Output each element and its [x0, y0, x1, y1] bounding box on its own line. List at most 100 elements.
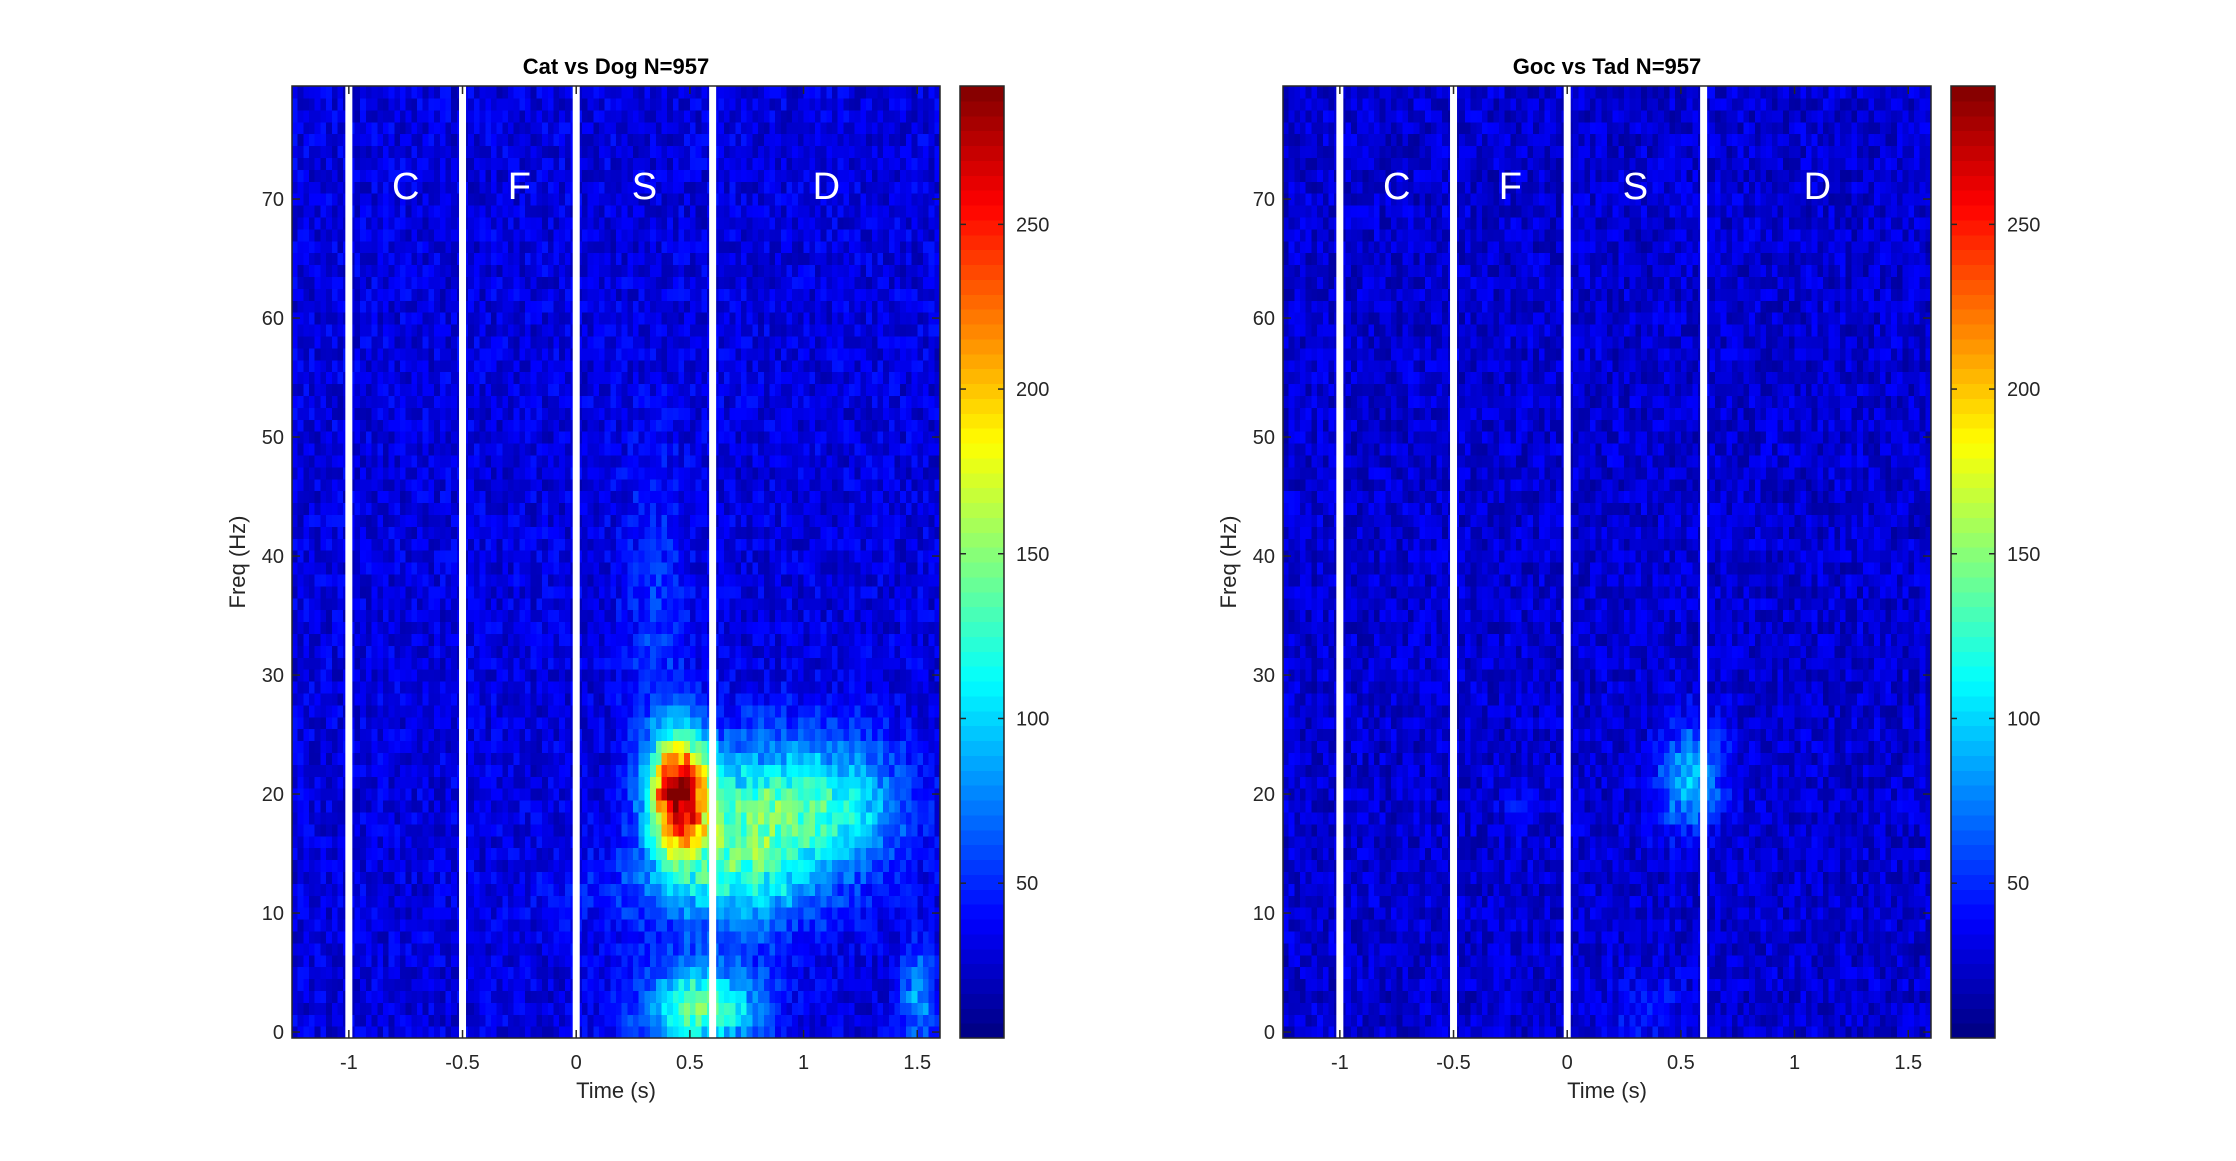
heatmap-cell — [417, 526, 424, 539]
heatmap-cell — [468, 907, 475, 920]
heatmap-cell — [729, 942, 736, 956]
heatmap-cell — [598, 990, 606, 1003]
heatmap-cell — [769, 776, 776, 789]
heatmap-cell — [911, 835, 918, 849]
heatmap-cell — [849, 621, 856, 634]
heatmap-cell — [877, 859, 884, 872]
heatmap-cell — [667, 776, 674, 789]
heatmap-cell — [843, 883, 850, 896]
heatmap-cell — [786, 823, 793, 837]
heatmap-cell — [832, 930, 839, 944]
heatmap-cell — [655, 895, 663, 908]
heatmap-cell — [627, 883, 634, 896]
heatmap-cell — [598, 669, 606, 682]
heatmap-cell — [843, 681, 850, 694]
heatmap-cell — [360, 633, 367, 646]
heatmap-cell — [496, 835, 503, 849]
heatmap-cell — [763, 907, 771, 920]
heatmap-cell — [763, 692, 771, 706]
heatmap-cell — [661, 990, 668, 1003]
heatmap-cell — [684, 1014, 691, 1027]
heatmap-cell — [314, 990, 322, 1003]
heatmap-cell — [854, 752, 862, 765]
heatmap-cell — [309, 704, 316, 718]
heatmap-cell — [860, 990, 867, 1003]
heatmap-cell — [900, 645, 907, 658]
heatmap-cell — [530, 681, 538, 694]
heatmap-cell — [530, 538, 538, 551]
heatmap-cell — [849, 562, 856, 575]
heatmap-cell — [922, 704, 930, 718]
heatmap-cell — [866, 621, 873, 634]
heatmap-cell — [797, 752, 805, 765]
heatmap-cell — [530, 990, 538, 1003]
heatmap-cell — [326, 847, 333, 861]
heatmap-cell — [411, 538, 418, 551]
heatmap-cell — [803, 895, 810, 908]
heatmap-cell — [934, 919, 941, 932]
heatmap-cell — [405, 942, 412, 956]
heatmap-cell — [479, 669, 486, 682]
heatmap-cell — [297, 954, 304, 968]
heatmap-cell — [382, 550, 390, 563]
heatmap-cell — [826, 847, 833, 861]
heatmap-cell — [564, 1026, 572, 1039]
heatmap-cell — [371, 621, 378, 634]
heatmap-cell — [502, 859, 509, 872]
heatmap-cell — [303, 954, 310, 968]
heatmap-cell — [621, 621, 628, 634]
heatmap-cell — [422, 550, 430, 563]
heatmap-cell — [718, 526, 725, 539]
heatmap-cell — [735, 597, 742, 611]
heatmap-cell — [849, 942, 856, 956]
heatmap-cell — [820, 609, 827, 623]
heatmap-cell — [547, 1026, 555, 1039]
heatmap-cell — [860, 645, 867, 658]
heatmap-cell — [741, 800, 748, 813]
heatmap-cell — [792, 811, 799, 825]
heatmap-cell — [780, 597, 788, 611]
heatmap-cell — [292, 597, 299, 611]
heatmap-cell — [633, 633, 640, 646]
heatmap-cell — [581, 728, 589, 742]
heatmap-cell — [400, 1014, 407, 1027]
heatmap-cell — [627, 752, 634, 765]
heatmap-cell — [598, 514, 606, 527]
heatmap-cell — [883, 562, 890, 575]
heatmap-cell — [337, 597, 344, 611]
heatmap-cell — [581, 788, 589, 801]
heatmap-cell — [672, 776, 680, 789]
heatmap-cell — [797, 669, 805, 682]
heatmap-cell — [638, 645, 646, 658]
heatmap-cell — [559, 776, 566, 789]
heatmap-cell — [746, 609, 754, 623]
heatmap-cell — [581, 609, 589, 623]
heatmap-cell — [371, 966, 378, 980]
heatmap-cell — [621, 740, 628, 753]
heatmap-cell — [809, 847, 816, 861]
heatmap-cell — [513, 895, 520, 908]
heatmap-cell — [644, 514, 651, 527]
heatmap-cell — [360, 1026, 367, 1039]
heatmap-cell — [655, 621, 663, 634]
heatmap-cell — [667, 716, 674, 730]
heatmap-cell — [616, 633, 623, 646]
heatmap-cell — [809, 550, 816, 563]
heatmap-cell — [769, 919, 776, 932]
heatmap-cell — [695, 752, 702, 765]
heatmap-cell — [547, 895, 555, 908]
heatmap-cell — [598, 681, 606, 694]
heatmap-cell — [650, 752, 657, 765]
heatmap-cell — [525, 728, 532, 742]
heatmap-cell — [655, 871, 663, 884]
heatmap-cell — [508, 681, 515, 694]
heatmap-cell — [758, 1014, 765, 1027]
heatmap-cell — [428, 835, 435, 849]
heatmap-cell — [320, 538, 327, 551]
heatmap-cell — [820, 990, 827, 1003]
heatmap-cell — [877, 907, 884, 920]
heatmap-cell — [741, 669, 748, 682]
heatmap-cell — [860, 692, 867, 706]
heatmap-cell — [360, 907, 367, 920]
heatmap-cell — [888, 597, 896, 611]
